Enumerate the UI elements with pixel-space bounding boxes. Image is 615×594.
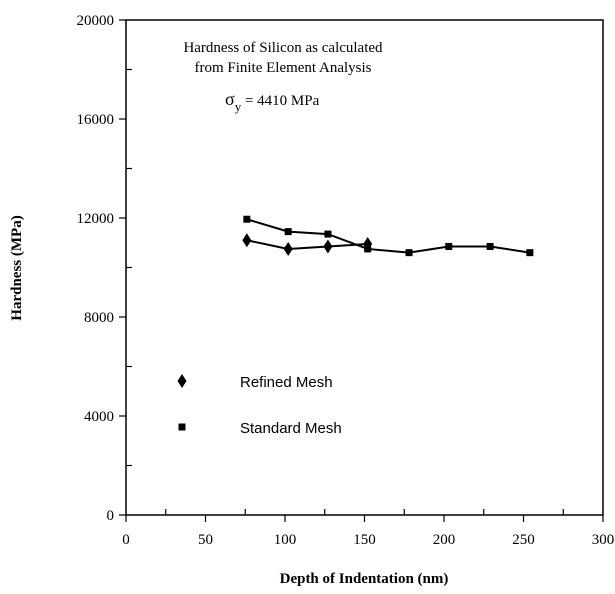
y-tick-label: 12000 (77, 211, 115, 227)
tick-labels: 0 50 100 150 200 250 300 0 4000 8000 12000 16000 200… (77, 13, 615, 548)
data-point-standard (243, 215, 251, 223)
x-tick-label: 100 (274, 532, 297, 548)
series-line-0 (246, 239, 368, 250)
x-tick-label: 250 (512, 532, 535, 548)
data-point-standard (324, 230, 332, 238)
sigma-annotation: σy = 4410 MPa (225, 89, 320, 114)
y-tick-label: 4000 (84, 409, 114, 425)
x-tick-label: 300 (592, 532, 615, 548)
sigma-value: = 4410 MPa (241, 93, 319, 109)
legend-marker-1 (178, 423, 186, 431)
y-tick-label: 20000 (77, 13, 115, 29)
data-point-refined (283, 241, 293, 256)
series-lines (246, 218, 531, 254)
x-tick-label: 50 (198, 532, 213, 548)
plot-frame (125, 19, 604, 516)
x-axis-title: Depth of Indentation (nm) (280, 571, 449, 587)
y-tick-label: 16000 (77, 112, 115, 128)
x-tick-label: 200 (433, 532, 456, 548)
x-tick-label: 150 (353, 532, 376, 548)
sigma-symbol: σ (225, 89, 235, 109)
data-point-standard (284, 228, 292, 236)
axis-ticks (119, 19, 604, 522)
annotation-line-1: Hardness of Silicon as calculated (183, 40, 383, 56)
x-tick-label: 0 (122, 532, 130, 548)
data-point-standard (405, 249, 413, 257)
annotation-line-2: from Finite Element Analysis (194, 60, 371, 76)
legend-label-0: Refined Mesh (240, 374, 333, 391)
data-point-refined (323, 239, 333, 254)
series-markers (242, 215, 534, 257)
legend: Refined Mesh Standard Mesh (177, 374, 342, 437)
sigma-subscript: y (235, 99, 242, 114)
data-point-standard (526, 249, 534, 257)
y-tick-label: 8000 (84, 310, 114, 326)
legend-label-1: Standard Mesh (240, 420, 342, 437)
data-point-refined (242, 233, 252, 248)
data-point-standard (445, 242, 453, 250)
data-point-standard (364, 245, 372, 253)
y-axis-title: Hardness (MPa) (9, 215, 25, 320)
legend-marker-0 (177, 374, 187, 388)
data-point-standard (486, 242, 494, 250)
y-tick-label: 0 (107, 508, 115, 524)
series-line-1 (246, 218, 531, 254)
